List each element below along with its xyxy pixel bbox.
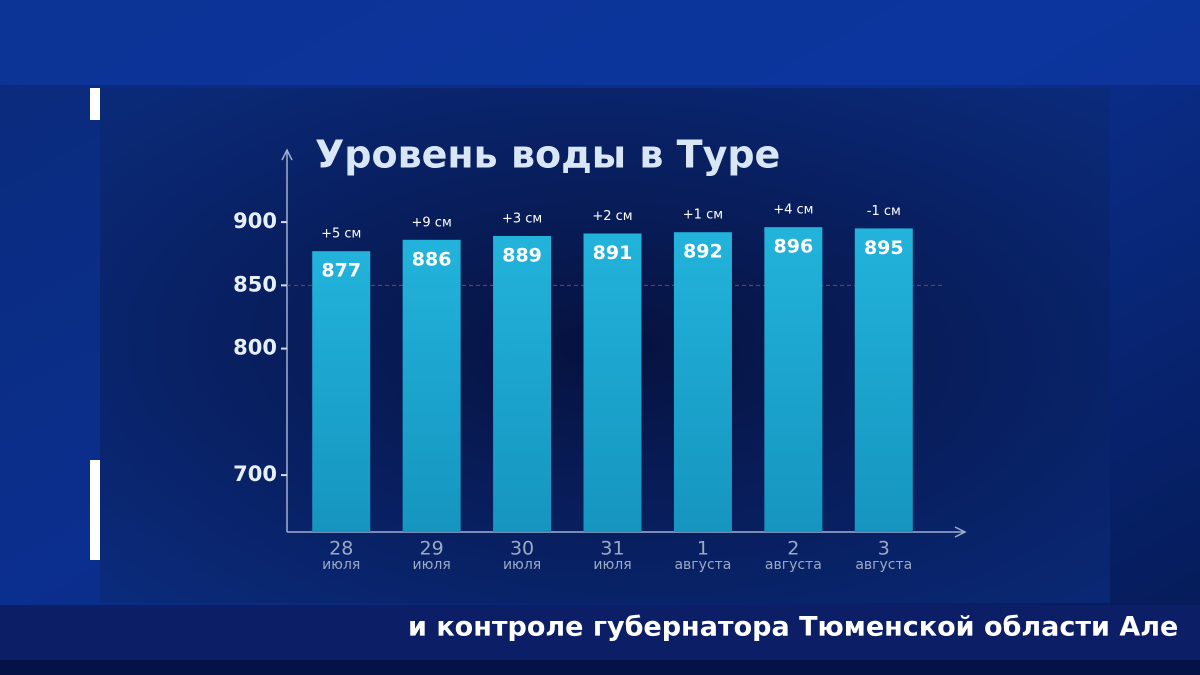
ticker-text: и контроле губернатора Тюменской области…	[408, 612, 1178, 643]
top-glow	[0, 0, 1200, 85]
y-tick-label: 850	[233, 272, 277, 296]
y-tick-label: 900	[233, 209, 277, 233]
frame-bar	[90, 460, 100, 560]
y-axis-arrow	[281, 148, 293, 161]
bar	[673, 232, 732, 532]
x-tick-sublabel: августа	[855, 557, 912, 573]
x-tick-sublabel: июля	[593, 557, 631, 573]
change-label: +5 см	[321, 227, 361, 242]
x-tick-sublabel: июля	[413, 557, 451, 573]
value-label: 889	[502, 245, 542, 267]
bar	[493, 236, 552, 532]
change-label: +2 см	[592, 209, 632, 224]
value-label: 895	[864, 237, 904, 259]
y-tick-label: 800	[233, 336, 277, 360]
x-tick-label: 28	[329, 538, 353, 560]
x-tick-label: 30	[510, 538, 534, 560]
x-axis-arrow	[954, 526, 967, 538]
x-tick-sublabel: августа	[765, 557, 822, 573]
bar	[402, 239, 461, 532]
ticker-band	[0, 605, 1200, 660]
value-label: 886	[412, 248, 452, 270]
x-tick-label: 2	[787, 538, 799, 560]
frame-bar	[90, 88, 100, 120]
change-label: +4 см	[773, 203, 813, 218]
value-label: 892	[683, 241, 723, 263]
bar	[764, 227, 823, 532]
x-tick-label: 29	[420, 538, 444, 560]
x-tick-label: 31	[600, 538, 624, 560]
x-tick-sublabel: июля	[322, 557, 360, 573]
chart-title: Уровень воды в Туре	[315, 133, 780, 177]
change-label: -1 см	[867, 204, 901, 219]
value-label: 877	[321, 260, 361, 282]
value-label: 891	[593, 242, 633, 264]
bar	[312, 251, 371, 532]
x-tick-sublabel: августа	[674, 557, 731, 573]
x-tick-sublabel: июля	[503, 557, 541, 573]
value-label: 896	[774, 236, 814, 258]
bar	[583, 233, 642, 532]
bar	[854, 228, 913, 533]
change-label: +9 см	[412, 215, 452, 230]
x-tick-label: 3	[878, 538, 890, 560]
y-tick-label: 700	[233, 462, 277, 486]
change-label: +3 см	[502, 212, 542, 227]
ticker-bottom	[0, 660, 1200, 675]
change-label: +1 см	[683, 208, 723, 223]
x-tick-label: 1	[697, 538, 709, 560]
